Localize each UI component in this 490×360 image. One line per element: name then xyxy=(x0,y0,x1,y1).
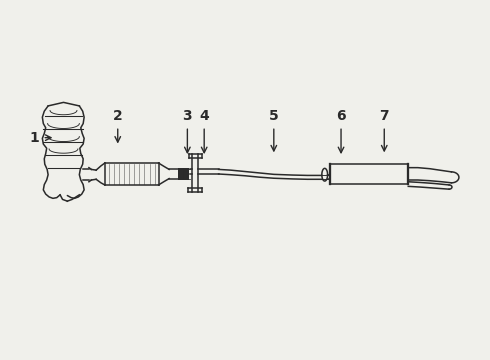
Text: 5: 5 xyxy=(269,109,279,151)
Text: 2: 2 xyxy=(113,109,122,142)
Text: 7: 7 xyxy=(379,109,389,151)
Text: 1: 1 xyxy=(30,131,51,145)
Text: 4: 4 xyxy=(199,109,209,153)
Text: 3: 3 xyxy=(183,109,192,153)
Text: 6: 6 xyxy=(336,109,346,153)
